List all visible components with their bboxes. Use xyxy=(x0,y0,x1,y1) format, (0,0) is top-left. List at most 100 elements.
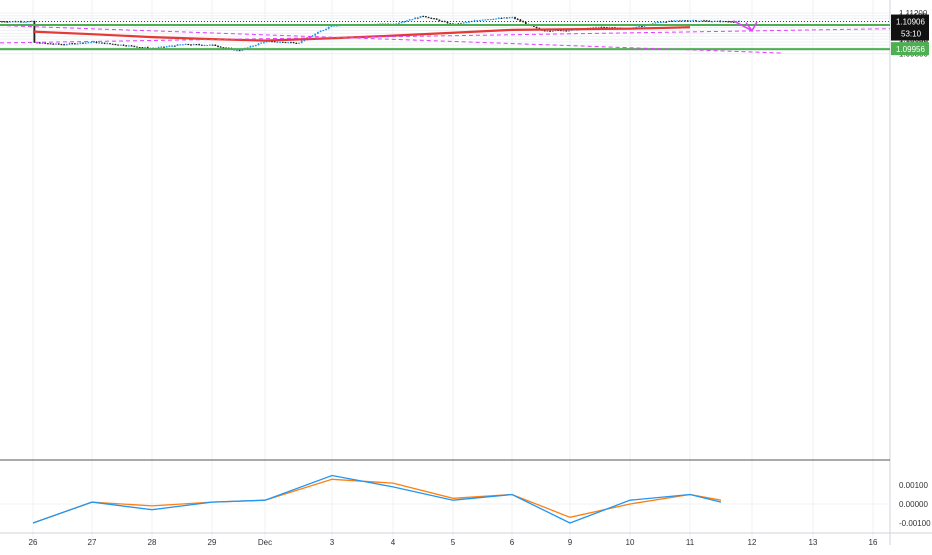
candle-body xyxy=(695,20,697,22)
candle-body xyxy=(20,21,22,23)
candle-body xyxy=(119,44,122,46)
candle-body xyxy=(533,25,535,27)
level-price-badge xyxy=(891,42,929,56)
candle-body xyxy=(592,27,595,29)
candle-body xyxy=(292,42,295,44)
candle-body xyxy=(276,42,279,44)
candle-body xyxy=(414,17,416,20)
candle-body xyxy=(52,43,55,45)
candle-body xyxy=(9,21,11,23)
time-tick-label: 12 xyxy=(748,538,757,547)
candle-body xyxy=(25,21,28,23)
candle-body xyxy=(489,19,492,21)
candle-body xyxy=(198,44,200,46)
candle-body xyxy=(711,21,713,23)
candle-body xyxy=(263,42,265,44)
candle-body xyxy=(419,16,422,18)
candle-body xyxy=(219,46,222,48)
candle-body xyxy=(727,21,730,23)
candle-body xyxy=(497,17,500,19)
candle-body xyxy=(173,45,176,47)
candle-body xyxy=(168,45,171,47)
candle-body xyxy=(519,19,522,22)
candle-body xyxy=(133,45,136,47)
candle-body xyxy=(738,20,740,22)
candle-body xyxy=(662,21,665,23)
current-price-badge xyxy=(891,14,929,41)
candle-body xyxy=(109,43,111,45)
candle-body xyxy=(257,43,260,46)
candle-body xyxy=(422,16,425,18)
candle-body xyxy=(595,27,597,29)
candle-body xyxy=(568,30,570,32)
candle-body xyxy=(416,17,419,19)
candle-body xyxy=(651,23,654,25)
candle-body xyxy=(330,25,333,27)
candle-body xyxy=(252,45,254,47)
candle-body xyxy=(446,21,449,24)
candle-body xyxy=(179,44,182,46)
candle-body xyxy=(462,22,465,24)
candle-body xyxy=(209,44,211,46)
candle-body xyxy=(176,44,179,46)
candle-body xyxy=(95,41,98,43)
trendline-dashed[interactable] xyxy=(0,28,891,44)
time-tick-label: 28 xyxy=(148,538,157,547)
candle-body xyxy=(92,41,95,43)
candle-body xyxy=(724,21,727,23)
candle-body xyxy=(101,42,103,44)
moving-average-line xyxy=(32,26,691,42)
candle-body xyxy=(47,43,49,45)
trendline-dashed[interactable] xyxy=(0,24,783,54)
candle-body xyxy=(163,46,165,48)
candle-body xyxy=(236,50,238,52)
candle-body xyxy=(570,29,573,31)
candle-body xyxy=(103,42,106,44)
candle-body xyxy=(603,26,605,28)
bar-countdown-label: 53:10 xyxy=(901,30,922,39)
candle-body xyxy=(406,20,408,22)
candle-body xyxy=(460,22,462,24)
candle-body xyxy=(303,39,306,41)
candle-body xyxy=(562,30,565,32)
candle-body xyxy=(400,22,403,24)
candle-body xyxy=(125,45,128,47)
candle-body xyxy=(71,43,74,45)
candle-body xyxy=(549,30,551,32)
candle-body xyxy=(492,19,495,21)
candle-body xyxy=(554,30,557,32)
candle-body xyxy=(284,42,287,44)
price-tick-label: 1.11200 xyxy=(899,9,928,18)
time-tick-label: 4 xyxy=(391,538,396,547)
candle-body xyxy=(57,43,60,45)
candle-body xyxy=(182,44,184,46)
current-price-label: 1.10906 xyxy=(896,18,925,27)
candle-body xyxy=(268,41,271,43)
candle-body xyxy=(684,20,686,22)
candle-body xyxy=(30,20,33,22)
candle-body xyxy=(441,21,443,23)
candle-body xyxy=(689,20,692,22)
candle-body xyxy=(290,42,292,44)
time-tick-label: 13 xyxy=(809,538,818,547)
candle-body xyxy=(184,43,187,45)
candle-body xyxy=(730,21,732,23)
time-tick-label: 11 xyxy=(686,538,695,547)
candle-body xyxy=(430,17,433,19)
candle-body xyxy=(484,19,487,21)
candle-body xyxy=(670,20,673,22)
candle-body xyxy=(638,26,641,28)
projection-arrow-shaft[interactable] xyxy=(733,20,753,32)
time-tick-label: 9 xyxy=(568,538,573,547)
candle-body xyxy=(114,44,117,46)
candle-body xyxy=(279,41,281,43)
candle-body xyxy=(3,21,6,23)
candle-body xyxy=(435,18,438,20)
candle-body xyxy=(28,21,30,23)
candle-body xyxy=(654,22,657,24)
candle-body xyxy=(203,45,206,47)
candle-body xyxy=(608,27,611,29)
candle-body xyxy=(55,43,57,45)
